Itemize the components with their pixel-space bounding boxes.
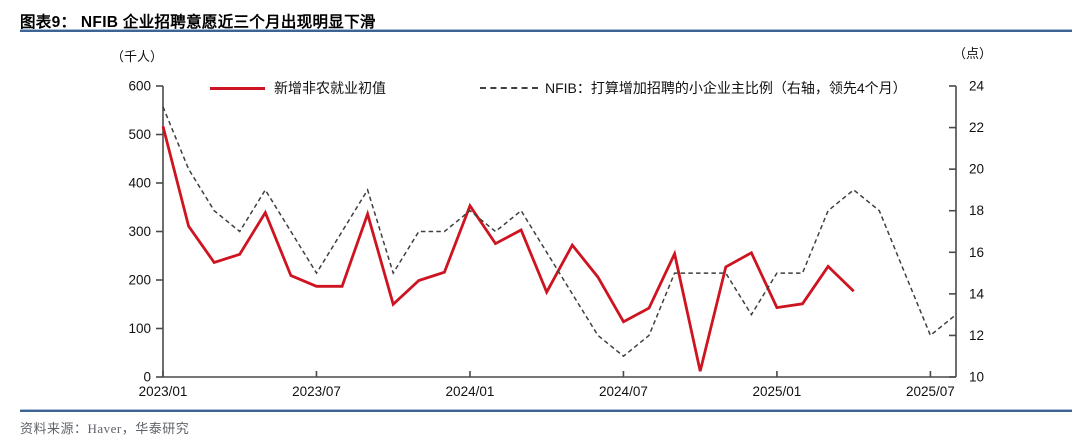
axis-tick-label: 400 xyxy=(128,176,151,191)
axis-tick-label: 18 xyxy=(969,203,984,218)
axis-tick-label: 500 xyxy=(128,127,151,142)
axis-tick-label: 2024/07 xyxy=(599,384,648,399)
axis-tick-label: 2023/01 xyxy=(139,384,188,399)
nfib-line xyxy=(162,106,957,358)
axis-tick-label: 22 xyxy=(969,120,984,135)
axis-tick-label: 16 xyxy=(969,245,984,260)
axis-tick-label: 14 xyxy=(969,286,985,301)
legend-item-payrolls: 新增非农就业初值 xyxy=(210,78,386,98)
solid-line-swatch-icon xyxy=(210,86,265,90)
axis-tick-label: 200 xyxy=(128,273,151,288)
title-divider-line xyxy=(20,29,1072,32)
source-note: 资料来源：Haver，华泰研究 xyxy=(20,421,190,436)
axis-tick-label: 24 xyxy=(969,79,985,94)
dashed-line-swatch-icon xyxy=(480,87,538,89)
legend-item-nfib: NFIB：打算增加招聘的小企业主比例（右轴，领先4个月） xyxy=(480,78,907,98)
axis-tick-label: 20 xyxy=(969,162,984,177)
legend-label-nfib: NFIB：打算增加招聘的小企业主比例（右轴，领先4个月） xyxy=(545,80,907,96)
payrolls-line xyxy=(161,125,855,372)
footer-divider-line xyxy=(20,409,1072,412)
axis-tick-label: 2023/07 xyxy=(292,384,341,399)
axis-tick-label: 0 xyxy=(143,370,151,385)
axis-tick-label: 12 xyxy=(969,328,984,343)
axis-tick-label: 100 xyxy=(128,321,151,336)
axis-tick-label: 600 xyxy=(128,79,151,94)
axis-tick-label: 2025/07 xyxy=(906,384,955,399)
right-axis-unit-label: （点） xyxy=(953,46,993,61)
axis-tick-label: 10 xyxy=(969,370,984,385)
axis-tick-label: 2024/01 xyxy=(446,384,495,399)
left-axis-unit-label: （千人） xyxy=(111,49,164,64)
axis-tick-label: 2025/01 xyxy=(753,384,802,399)
figure-title: 图表9： NFIB 企业招聘意愿近三个月出现明显下滑 xyxy=(20,14,376,31)
axis-tick-label: 300 xyxy=(128,224,151,239)
legend-label-payrolls: 新增非农就业初值 xyxy=(274,80,386,96)
chart-legend: 新增非农就业初值 NFIB：打算增加招聘的小企业主比例（右轴，领先4个月） xyxy=(0,78,1080,98)
